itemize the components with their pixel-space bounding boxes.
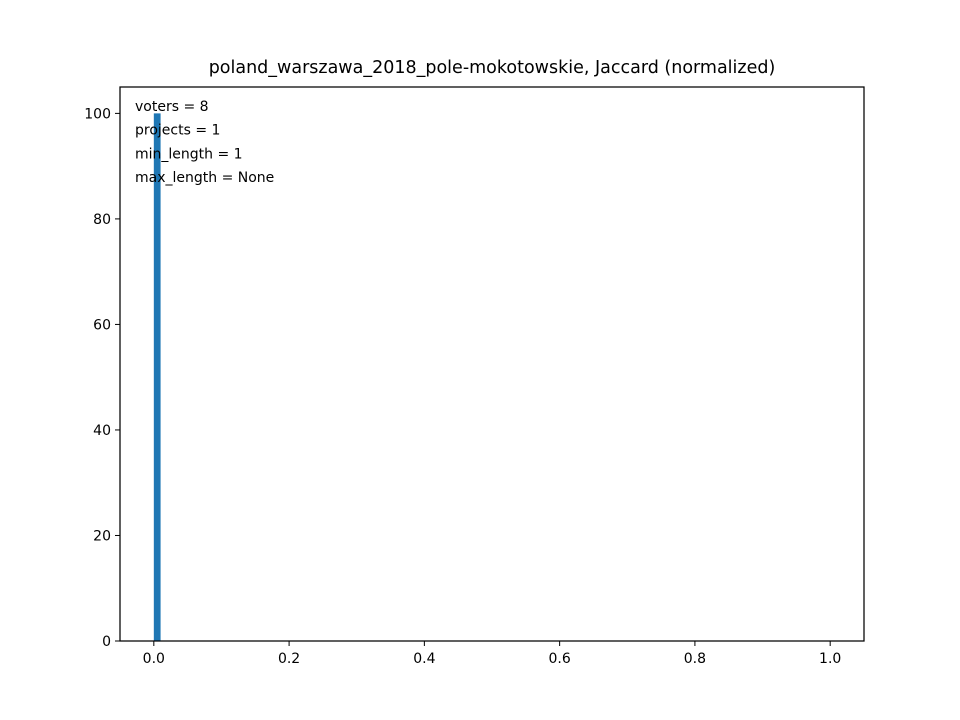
y-tick-label: 100 — [84, 106, 111, 122]
y-tick-label: 40 — [93, 423, 111, 439]
annotation-line: projects = 1 — [135, 123, 220, 139]
annotation-block: voters = 8 projects = 1 min_length = 1 max_… — [135, 99, 274, 186]
y-tick-label: 0 — [102, 634, 111, 650]
annotation-line: voters = 8 — [135, 99, 209, 115]
y-tick-label: 80 — [93, 212, 111, 228]
x-tick-label: 0.4 — [413, 651, 435, 667]
chart-title: poland_warszawa_2018_pole-mokotowskie, J… — [209, 58, 776, 78]
x-tick-label: 1.0 — [819, 651, 841, 667]
x-tick-label: 0.8 — [684, 651, 706, 667]
plot-frame — [119, 86, 865, 642]
x-tick-label: 0.0 — [143, 651, 165, 667]
x-tick-label: 0.6 — [549, 651, 571, 667]
histogram-bar — [153, 113, 161, 641]
x-tick-label: 0.2 — [278, 651, 300, 667]
x-axis: 0.0 0.2 0.4 0.6 0.8 1.0 — [143, 641, 841, 667]
bars-group — [153, 113, 161, 641]
y-tick-label: 60 — [93, 317, 111, 333]
y-axis: 0 20 40 60 80 100 — [84, 106, 120, 650]
annotation-line: max_length = None — [135, 170, 274, 186]
y-tick-label: 20 — [93, 528, 111, 544]
annotation-line: min_length = 1 — [135, 146, 243, 162]
